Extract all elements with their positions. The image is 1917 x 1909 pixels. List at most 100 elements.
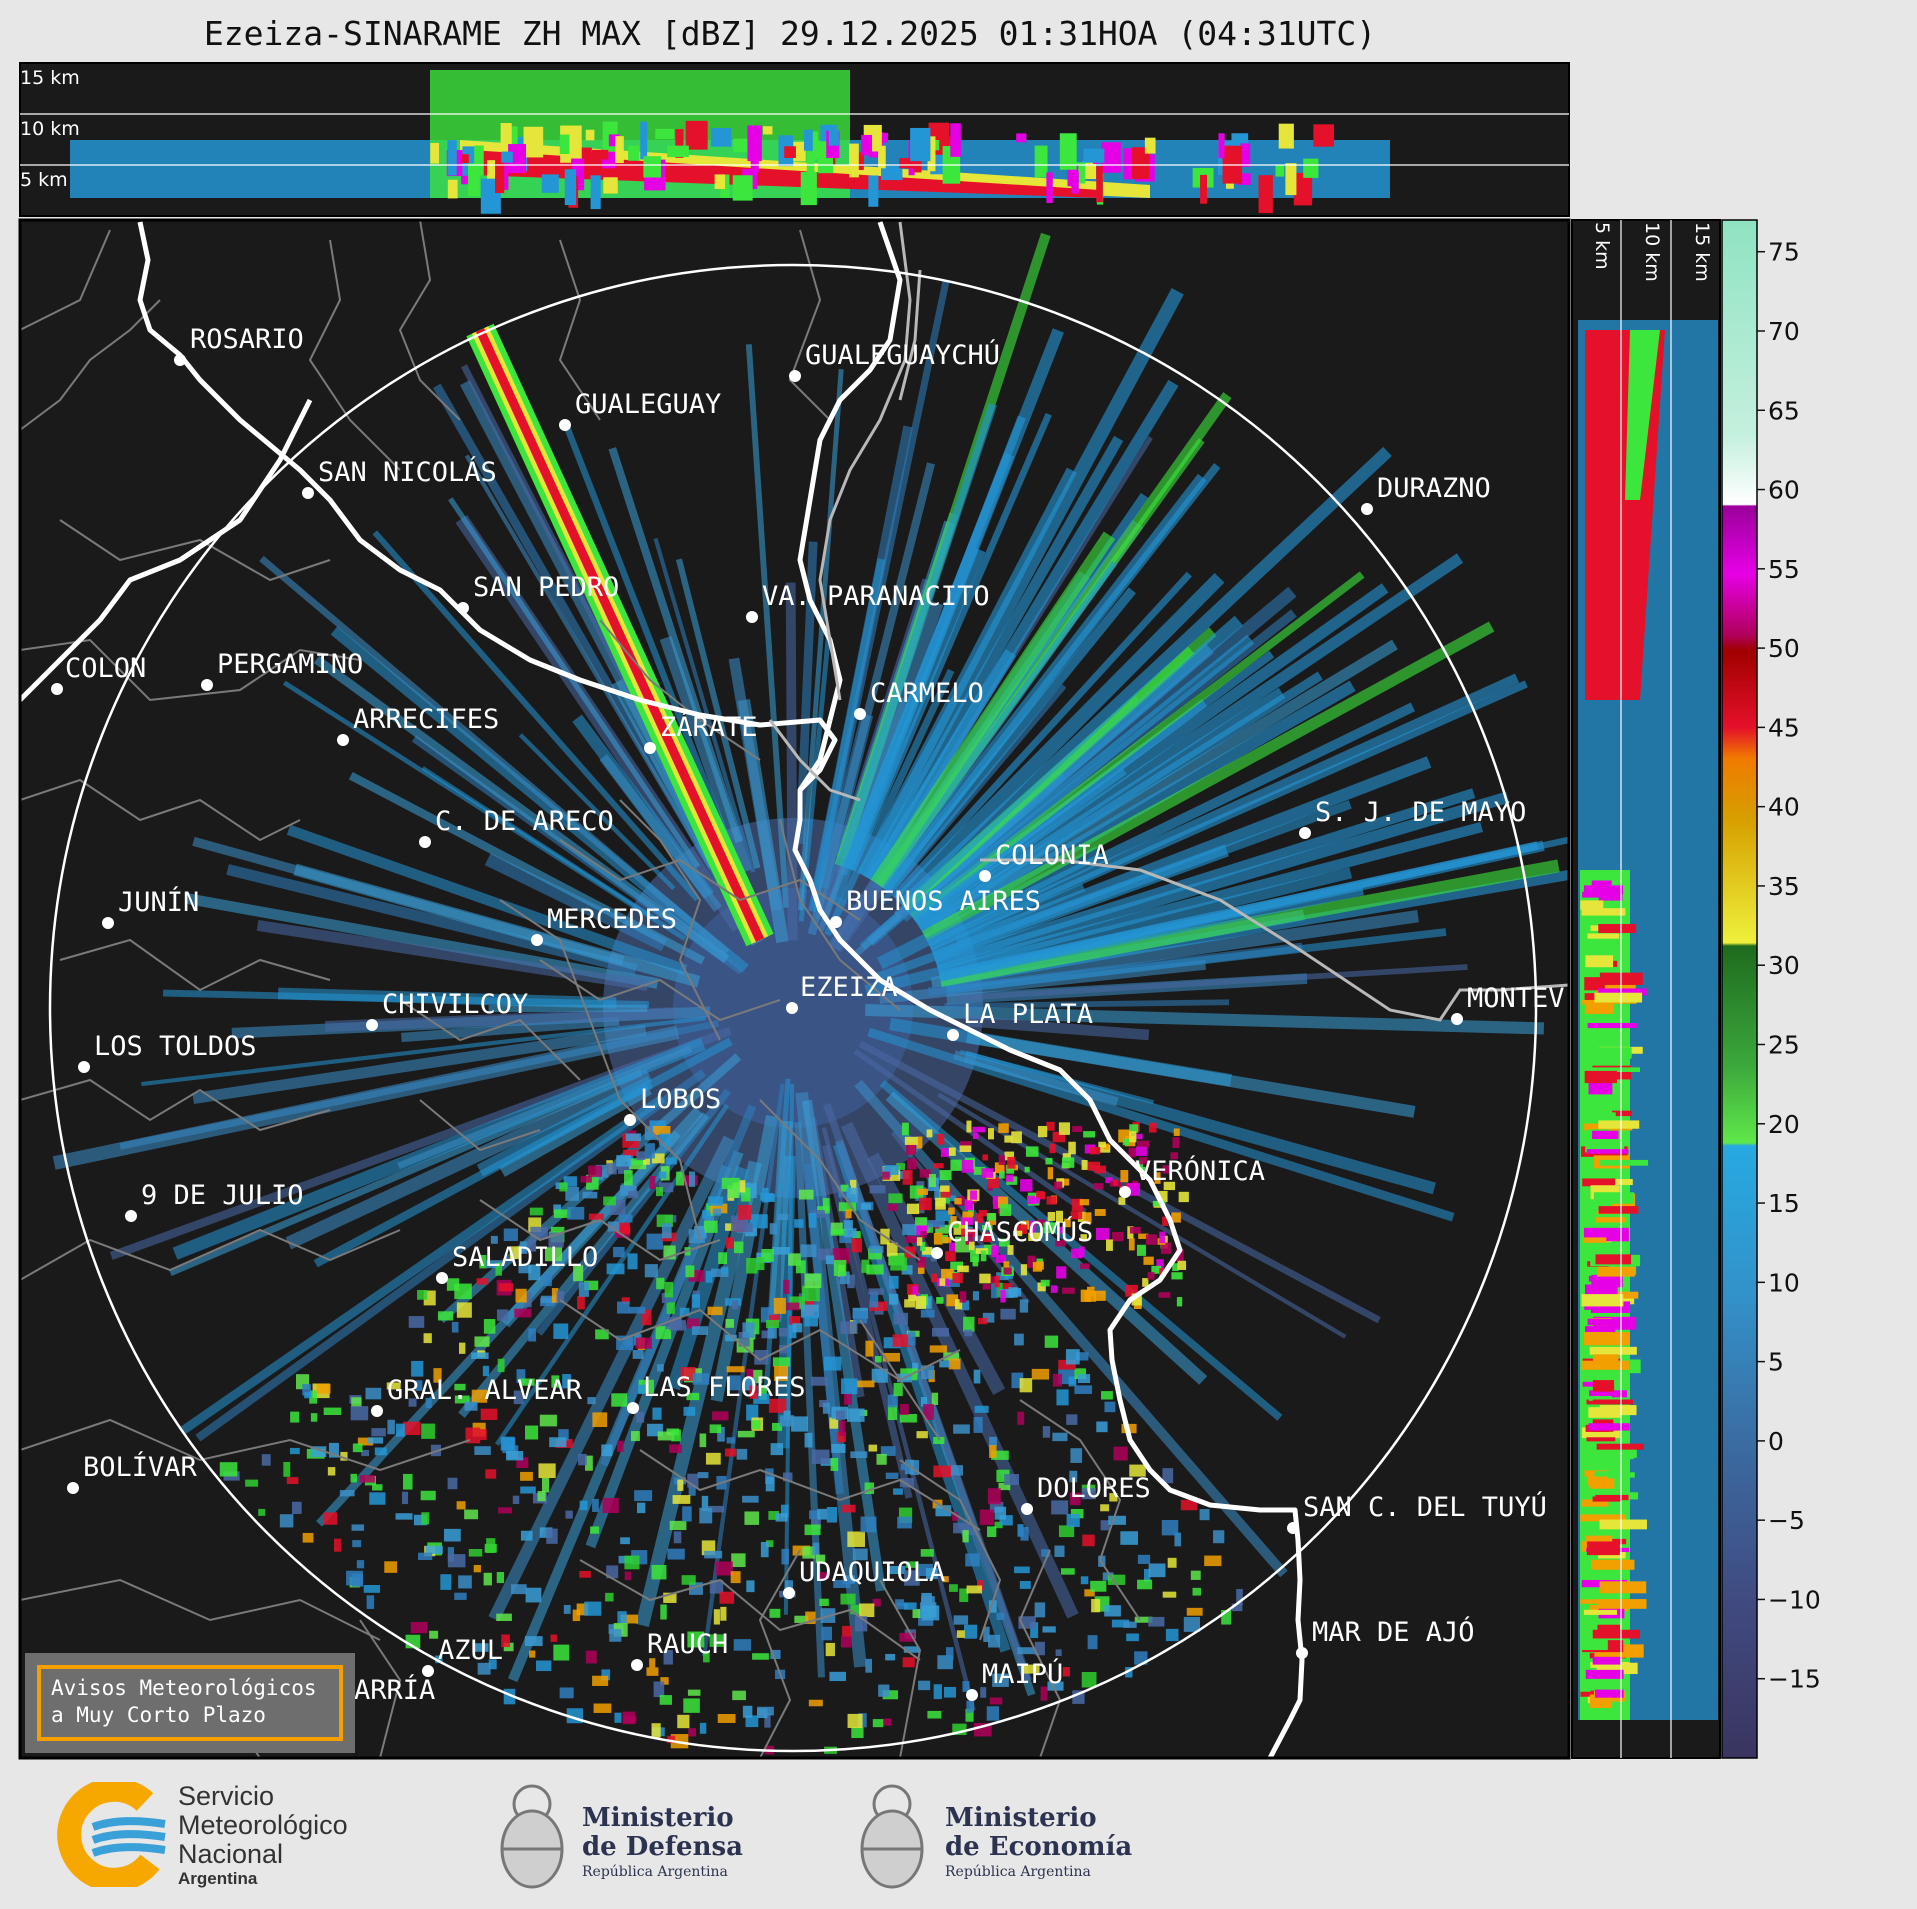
colorbar-tick-label: 25	[1768, 1030, 1800, 1059]
city-marker	[67, 1482, 79, 1494]
smn-name: Servicio Meteorológico Nacional Argentin…	[178, 1781, 348, 1889]
city-label: 9 DE JULIO	[141, 1180, 304, 1211]
colorbar-tick-label: 30	[1768, 951, 1800, 980]
notice-panel[interactable]: Avisos Meteorológicos a Muy Corto Plazo	[25, 1653, 355, 1753]
city-marker	[1119, 1186, 1131, 1198]
colorbar-tick-label: 50	[1768, 634, 1800, 663]
city-label: ZÁRATE	[660, 711, 758, 743]
colorbar-tick-label: 45	[1768, 713, 1800, 742]
city-label: C. DE ARECO	[435, 806, 614, 837]
city-label: LOS TOLDOS	[94, 1031, 257, 1062]
top-height-profile: 15 km 10 km 5 km	[19, 62, 1570, 217]
city-label: GRAL. ALVEAR	[387, 1375, 583, 1406]
city-marker	[789, 370, 801, 382]
city-marker	[931, 1247, 943, 1259]
city-label: SAN PEDRO	[473, 572, 619, 603]
smn-logo-icon	[57, 1782, 166, 1887]
city-marker	[371, 1405, 383, 1417]
city-marker	[125, 1210, 137, 1222]
city-marker	[830, 916, 842, 928]
city-label: MONTEV	[1467, 983, 1565, 1014]
side-level-label: 15 km	[1691, 222, 1713, 282]
colorbar-tick-label: −10	[1768, 1585, 1821, 1614]
city-marker	[302, 487, 314, 499]
radar-echoes	[52, 232, 1569, 1755]
top-level-label: 10 km	[20, 118, 80, 140]
colorbar-tick-label: −5	[1768, 1506, 1805, 1535]
argentina-shield-icon	[860, 1784, 924, 1889]
top-level-label: 15 km	[20, 67, 80, 89]
colorbar-tick-label: 40	[1768, 793, 1800, 822]
colorbar-tick-label: 20	[1768, 1110, 1800, 1139]
city-marker	[51, 683, 63, 695]
city-label: MERCEDES	[547, 904, 677, 935]
city-marker	[174, 354, 186, 366]
side-level-label: 10 km	[1641, 222, 1663, 282]
city-label: VERÓNICA	[1135, 1155, 1265, 1187]
city-label: CHASCOMÚS	[947, 1216, 1093, 1248]
city-marker	[201, 679, 213, 691]
city-marker	[1287, 1522, 1299, 1534]
city-label: COLONIA	[995, 840, 1109, 871]
city-label: LOBOS	[640, 1084, 721, 1115]
city-marker	[966, 1689, 978, 1701]
city-marker	[337, 734, 349, 746]
city-label: CARMELO	[870, 678, 984, 709]
colorbar-tick-label: 0	[1768, 1427, 1784, 1456]
city-marker	[436, 1272, 448, 1284]
city-label: MAIPÚ	[982, 1658, 1063, 1690]
city-marker	[102, 917, 114, 929]
city-label: BOLÍVAR	[83, 1451, 198, 1483]
city-label: SAN C. DEL TUYÚ	[1303, 1491, 1547, 1523]
colorbar-tick-label: 15	[1768, 1189, 1800, 1218]
defensa-name: Ministerio de Defensa República Argentin…	[582, 1803, 743, 1881]
city-marker	[979, 870, 991, 882]
notice-line: Avisos Meteorológicos	[51, 1676, 317, 1700]
colorbar-tick-label: −15	[1768, 1665, 1821, 1694]
city-label: LA PLATA	[963, 999, 1093, 1030]
city-marker	[366, 1019, 378, 1031]
rivers	[768, 221, 1569, 1022]
city-label: EZEIZA	[800, 972, 898, 1003]
colorbar-tick-label: 35	[1768, 872, 1800, 901]
city-marker	[746, 611, 758, 623]
radar-map: ROSARIO GUALEGUAYCHÚ GUALEGUAY SAN NICOLÁS D…	[18, 218, 1571, 1760]
city-marker	[559, 419, 571, 431]
city-label: GUALEGUAYCHÚ	[805, 339, 1000, 371]
footer: Servicio Meteorológico Nacional Argentin…	[0, 1762, 1917, 1909]
colorbar-tick-label: 55	[1768, 555, 1800, 584]
colorbar-tick-label: 65	[1768, 396, 1800, 425]
colorbar-tick-label: 75	[1768, 238, 1800, 267]
city-marker	[422, 1665, 434, 1677]
city-marker	[1361, 503, 1373, 515]
city-marker	[947, 1029, 959, 1041]
city-label: ARRECIFES	[353, 704, 499, 735]
city-label: VA. PARANACITO	[762, 581, 990, 612]
economia-name: Ministerio de Economía República Argenti…	[945, 1803, 1133, 1881]
city-label: RAUCH	[647, 1629, 728, 1660]
city-label: DOLORES	[1037, 1473, 1151, 1504]
argentina-shield-icon	[500, 1784, 564, 1889]
side-level-label: 5 km	[1591, 222, 1613, 270]
city-marker	[631, 1659, 643, 1671]
colorbar-tick-label: 60	[1768, 476, 1800, 505]
city-marker	[854, 708, 866, 720]
colorbar-tick-label: 5	[1768, 1348, 1784, 1377]
city-marker	[786, 1002, 798, 1014]
city-label: GUALEGUAY	[575, 389, 721, 420]
city-label: BUENOS AIRES	[846, 886, 1041, 917]
notice-line: a Muy Corto Plazo	[51, 1703, 266, 1727]
city-labels: ROSARIO GUALEGUAYCHÚ GUALEGUAY SAN NICOLÁS D…	[51, 324, 1565, 1717]
top-level-label: 5 km	[20, 169, 68, 191]
colorbar-tick-label: 10	[1768, 1268, 1800, 1297]
city-marker	[1299, 827, 1311, 839]
side-height-profile: 5 km 10 km 15 km	[1571, 219, 1721, 1759]
colorbar-tick-label: 70	[1768, 317, 1800, 346]
city-marker	[1296, 1647, 1308, 1659]
city-marker	[644, 742, 656, 754]
city-label: S. J. DE MAYO	[1315, 797, 1526, 828]
city-label: CHIVILCOY	[382, 989, 528, 1020]
city-marker	[783, 1587, 795, 1599]
